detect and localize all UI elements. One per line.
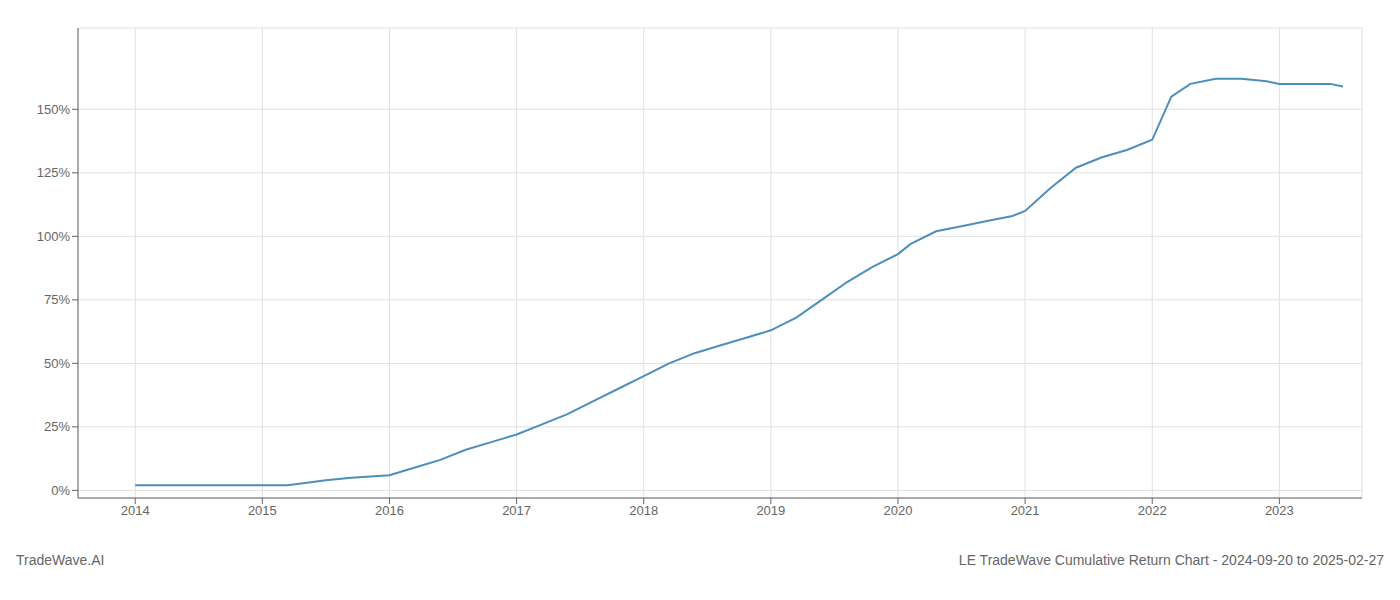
svg-text:50%: 50%	[44, 356, 70, 371]
html-text:LE TradeWave Cumulative Return: LE TradeWave Cumulative Return Chart - 2…	[958, 552, 1384, 568]
svg-text:150%: 150%	[37, 102, 71, 117]
svg-text:125%: 125%	[37, 165, 71, 180]
svg-text:2014: 2014	[121, 503, 150, 518]
html-text:TradeWave.AI: TradeWave.AI	[16, 552, 105, 568]
svg-text:2018: 2018	[629, 503, 658, 518]
svg-text:2021: 2021	[1011, 503, 1040, 518]
svg-text:2022: 2022	[1138, 503, 1167, 518]
svg-text:2016: 2016	[375, 503, 404, 518]
svg-text:100%: 100%	[37, 229, 71, 244]
svg-text:2015: 2015	[248, 503, 277, 518]
svg-text:2017: 2017	[502, 503, 531, 518]
svg-text:2020: 2020	[884, 503, 913, 518]
svg-text:25%: 25%	[44, 419, 70, 434]
svg-text:0%: 0%	[51, 483, 70, 498]
svg-text:2019: 2019	[756, 503, 785, 518]
svg-text:75%: 75%	[44, 292, 70, 307]
svg-text:2023: 2023	[1265, 503, 1294, 518]
